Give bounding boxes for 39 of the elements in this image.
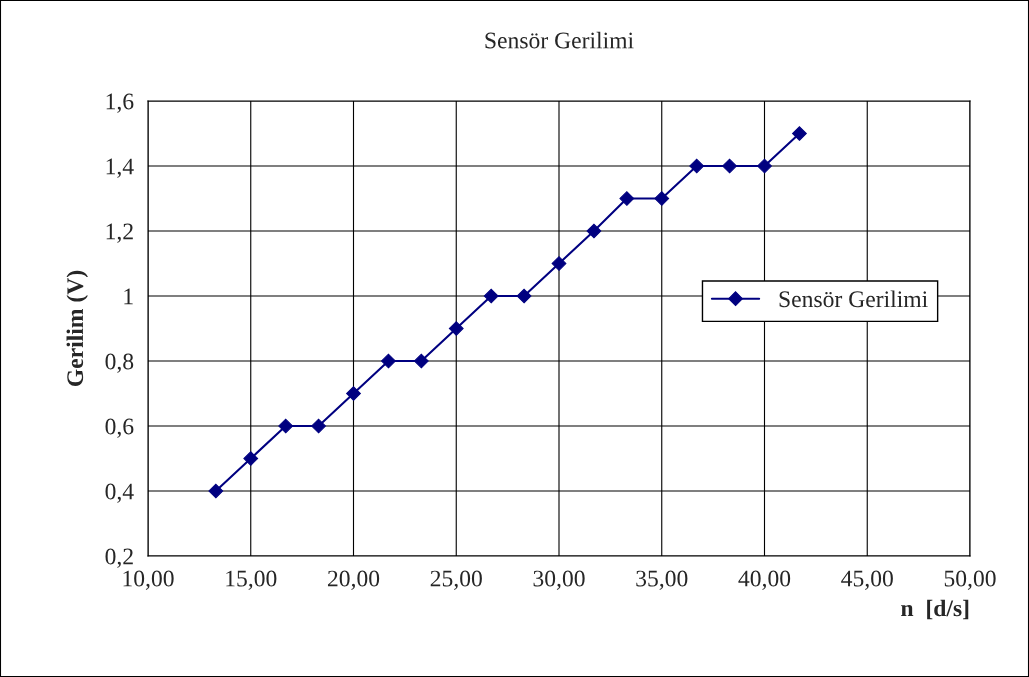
y-tick-label: 0,4: [105, 483, 134, 503]
y-tick-label: 1: [124, 288, 133, 305]
point: [792, 126, 807, 141]
point: [243, 451, 259, 466]
point: [208, 483, 224, 499]
x-tick-label: 10,00: [123, 570, 174, 590]
y-tick-label: 1,4: [106, 158, 134, 178]
x-tick-label: 20,00: [327, 570, 380, 590]
x-tick-label: 40,00: [738, 570, 791, 590]
point: [757, 158, 772, 174]
point: [654, 191, 670, 206]
point: [278, 418, 294, 434]
point: [483, 288, 499, 304]
x-axis-title: n [d/s]: [901, 599, 969, 620]
point: [586, 223, 602, 239]
point: [551, 256, 567, 271]
y-tick-label: 0,8: [105, 353, 134, 373]
chart-title: Sensör Gerilimi: [485, 31, 634, 49]
x-tick-label: 25,00: [430, 570, 482, 590]
y-tick-label: 0,2: [105, 548, 133, 568]
point: [346, 386, 361, 401]
point: [381, 353, 396, 369]
point: [311, 418, 326, 434]
point: [619, 191, 635, 206]
point: [516, 288, 532, 304]
point: [413, 353, 429, 369]
x-tick-label: 50,00: [944, 570, 996, 590]
point: [722, 158, 737, 174]
y-tick-label: 1,2: [106, 223, 133, 243]
y-axis-title: Gerilim (V): [66, 270, 88, 387]
x-tick-label: 30,00: [533, 570, 585, 590]
legend-label: Sensör Gerilimi: [779, 290, 928, 308]
point: [689, 158, 705, 174]
y-tick-label: 0,6: [105, 418, 134, 438]
x-tick-label: 45,00: [841, 570, 893, 590]
point: [448, 321, 464, 336]
y-tick-label: 1,6: [106, 93, 134, 113]
x-tick-label: 35,00: [636, 570, 688, 590]
x-tick-label: 15,00: [226, 570, 277, 590]
